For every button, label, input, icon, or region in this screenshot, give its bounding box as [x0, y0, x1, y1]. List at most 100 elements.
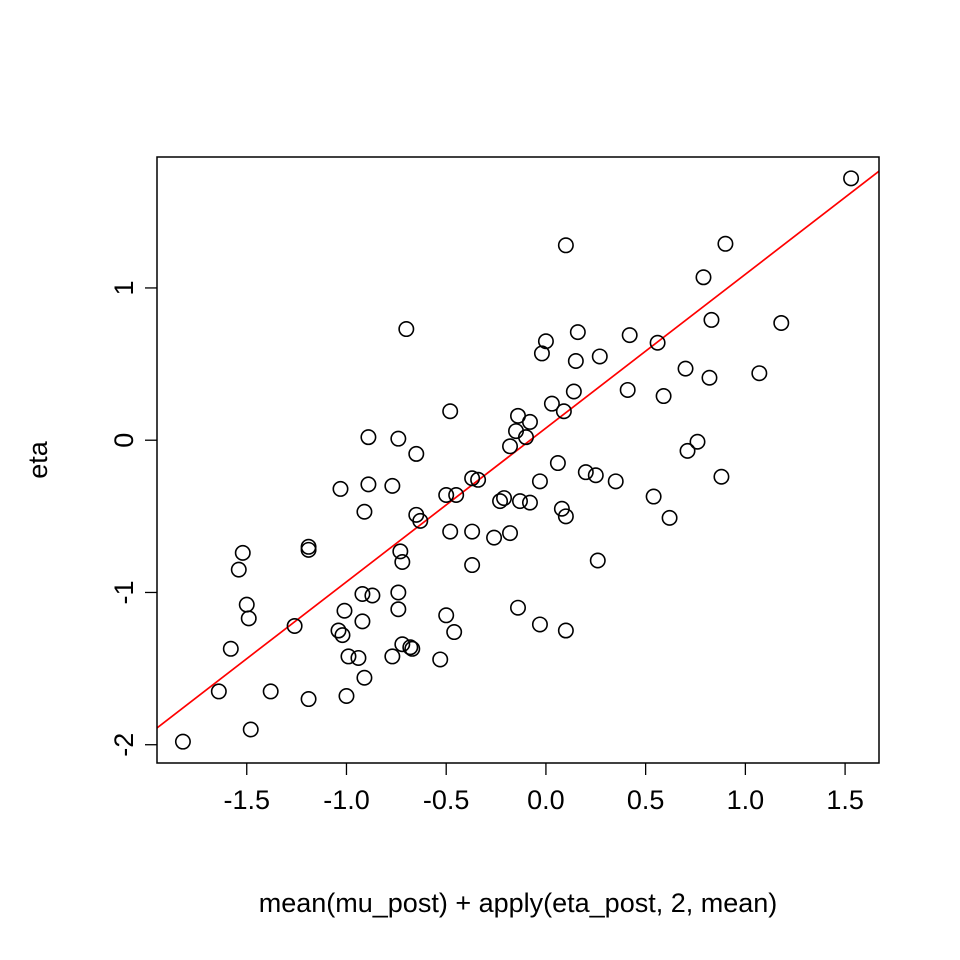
- data-point: [384, 648, 401, 665]
- data-point: [557, 622, 574, 639]
- data-point: [543, 395, 560, 412]
- data-point: [340, 648, 357, 665]
- data-point: [679, 442, 696, 459]
- x-tick-label: 1.0: [727, 785, 765, 815]
- data-point: [384, 477, 401, 494]
- data-point: [531, 616, 548, 633]
- data-point: [336, 602, 353, 619]
- data-point: [350, 649, 367, 666]
- data-point: [843, 170, 860, 187]
- data-point: [703, 311, 720, 328]
- data-point: [356, 669, 373, 686]
- data-point: [557, 508, 574, 525]
- data-point: [517, 429, 534, 446]
- data-point: [432, 651, 449, 668]
- data-point: [591, 348, 608, 365]
- data-point: [577, 464, 594, 481]
- data-point: [448, 487, 465, 504]
- data-point: [394, 554, 411, 571]
- data-point: [661, 509, 678, 526]
- data-point: [549, 455, 566, 472]
- data-point: [553, 500, 570, 517]
- data-point: [565, 383, 582, 400]
- data-point: [234, 544, 251, 561]
- data-point: [464, 523, 481, 540]
- data-point: [330, 622, 347, 639]
- y-tick-label: -2: [109, 733, 139, 757]
- data-point: [502, 438, 519, 455]
- data-point: [619, 381, 636, 398]
- x-tick-label: 0.0: [527, 785, 565, 815]
- plot-frame: [156, 156, 880, 764]
- x-axis-label: mean(mu_post) + apply(eta_post, 2, mean): [259, 888, 778, 918]
- data-point: [442, 403, 459, 420]
- x-tick-label: 0.5: [627, 785, 665, 815]
- data-point: [286, 617, 303, 634]
- data-point: [222, 640, 239, 657]
- data-point: [649, 334, 666, 351]
- data-point: [238, 596, 255, 613]
- data-point: [390, 584, 407, 601]
- data-point: [607, 473, 624, 490]
- data-point: [521, 494, 538, 511]
- data-point: [360, 476, 377, 493]
- data-point: [408, 445, 425, 462]
- data-point: [521, 413, 538, 430]
- data-point: [300, 538, 317, 555]
- data-point: [404, 640, 421, 657]
- data-point: [531, 473, 548, 490]
- data-point: [332, 480, 349, 497]
- data-point: [773, 314, 790, 331]
- y-axis-label: eta: [23, 440, 53, 479]
- data-point: [334, 627, 351, 644]
- x-tick-label: -0.5: [423, 785, 470, 815]
- y-axis: -2 -1 0 1: [109, 280, 157, 757]
- data-point: [689, 433, 706, 450]
- data-point: [470, 471, 487, 488]
- data-point: [492, 493, 509, 510]
- data-point: [751, 365, 768, 382]
- data-point: [364, 587, 381, 604]
- data-point: [390, 601, 407, 618]
- data-point: [412, 512, 429, 529]
- x-tick-label: 1.5: [826, 785, 864, 815]
- data-point: [360, 429, 377, 446]
- data-point: [398, 321, 415, 338]
- points-layer: [174, 170, 860, 750]
- fit-line-layer: [157, 170, 879, 729]
- data-point: [509, 599, 526, 616]
- data-point: [555, 403, 572, 420]
- data-point: [392, 543, 409, 560]
- data-point: [438, 607, 455, 624]
- data-point: [713, 468, 730, 485]
- data-point: [496, 490, 513, 507]
- data-point: [695, 269, 712, 286]
- data-point: [537, 333, 554, 350]
- data-point: [230, 561, 247, 578]
- data-point: [464, 557, 481, 574]
- data-point: [338, 688, 355, 705]
- data-point: [354, 585, 371, 602]
- data-point: [356, 503, 373, 520]
- data-point: [390, 430, 407, 447]
- data-point: [464, 470, 481, 487]
- data-point: [587, 467, 604, 484]
- data-point: [262, 683, 279, 700]
- data-point: [717, 235, 734, 252]
- y-tick-label: 0: [109, 433, 139, 448]
- data-point: [354, 613, 371, 630]
- data-point: [438, 487, 455, 504]
- data-point: [446, 624, 463, 641]
- data-point: [645, 488, 662, 505]
- data-point: [655, 388, 672, 405]
- data-point: [511, 493, 528, 510]
- data-point: [486, 529, 503, 546]
- y-tick-label: -1: [109, 580, 139, 604]
- data-point: [174, 733, 191, 750]
- data-point: [242, 721, 259, 738]
- data-point: [300, 691, 317, 708]
- data-point: [533, 345, 550, 362]
- data-point: [701, 369, 718, 386]
- data-point: [557, 237, 574, 254]
- data-point: [300, 541, 317, 558]
